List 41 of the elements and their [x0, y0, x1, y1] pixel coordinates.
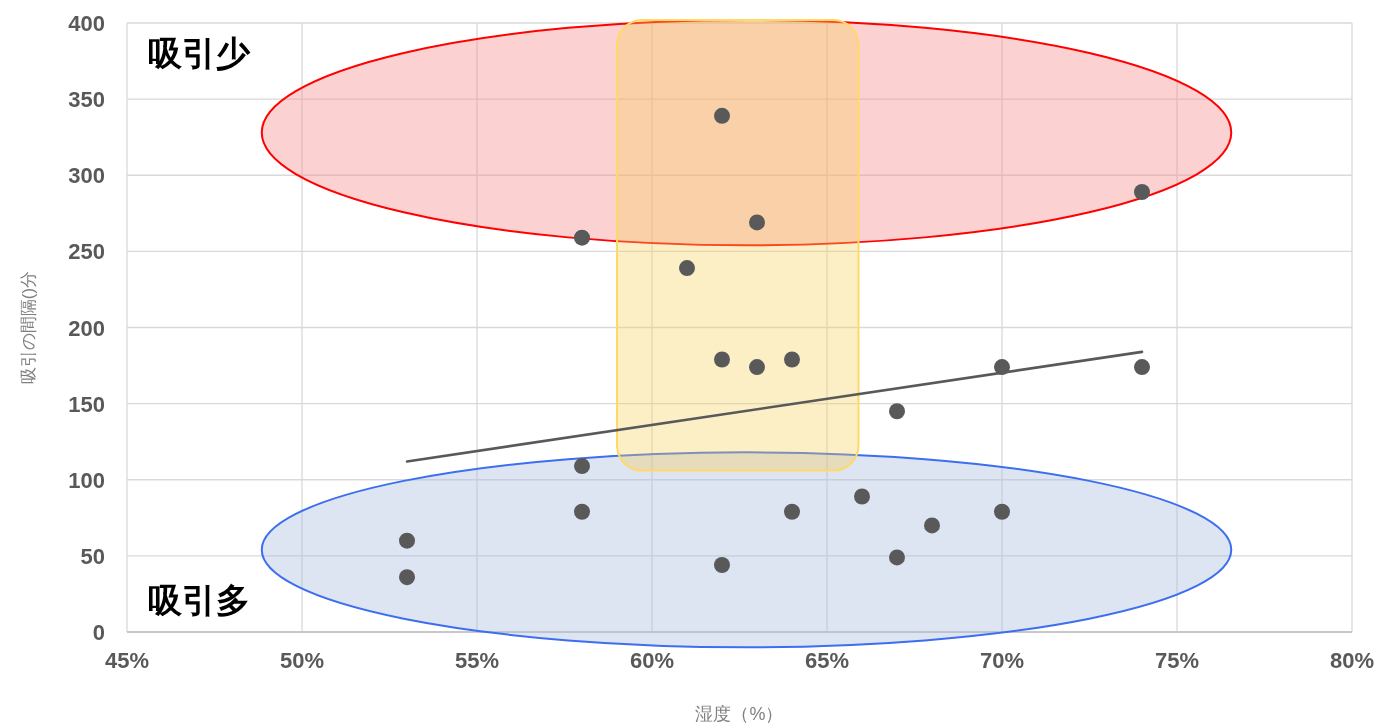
x-tick-label: 75%	[1154, 648, 1200, 673]
x-tick-label: 80%	[1329, 648, 1375, 673]
point	[574, 458, 590, 475]
point	[714, 557, 730, 574]
annotation: 吸引多	[148, 581, 250, 619]
annotation: 吸引少	[148, 34, 251, 72]
point	[854, 488, 870, 505]
x-tick-label: 70%	[979, 648, 1025, 673]
point	[574, 503, 590, 520]
y-tick-label: 50	[80, 543, 105, 569]
point	[714, 107, 730, 124]
y-tick-label: 0	[92, 620, 105, 645]
point	[889, 549, 905, 566]
x-axis-title: 湿度（%）	[695, 704, 784, 724]
point	[399, 532, 415, 549]
y-tick-label: 100	[68, 467, 105, 493]
point	[994, 503, 1010, 520]
point	[749, 359, 765, 376]
point	[714, 351, 730, 368]
y-tick-label: 150	[68, 391, 105, 417]
x-tick-label: 50%	[279, 648, 325, 673]
y-tick-label: 300	[68, 163, 105, 189]
x-tick-label: 45%	[104, 648, 150, 673]
point	[784, 503, 800, 520]
y-tick-label: 200	[68, 315, 105, 341]
x-tick-label: 65%	[804, 648, 850, 673]
point	[889, 403, 905, 420]
point	[1134, 359, 1150, 376]
x-tick-label: 60%	[629, 648, 675, 673]
point	[399, 569, 415, 586]
point	[749, 214, 765, 231]
point	[784, 351, 800, 368]
y-tick-label: 400	[68, 11, 105, 36]
y-axis-title: 吸引の間隔()分	[19, 270, 38, 385]
x-tick-label: 55%	[454, 648, 500, 673]
y-tick-label: 250	[68, 239, 105, 265]
point	[574, 229, 590, 246]
point	[1134, 184, 1150, 200]
point	[924, 517, 940, 534]
y-tick-label: 350	[68, 87, 105, 113]
point	[679, 260, 695, 277]
